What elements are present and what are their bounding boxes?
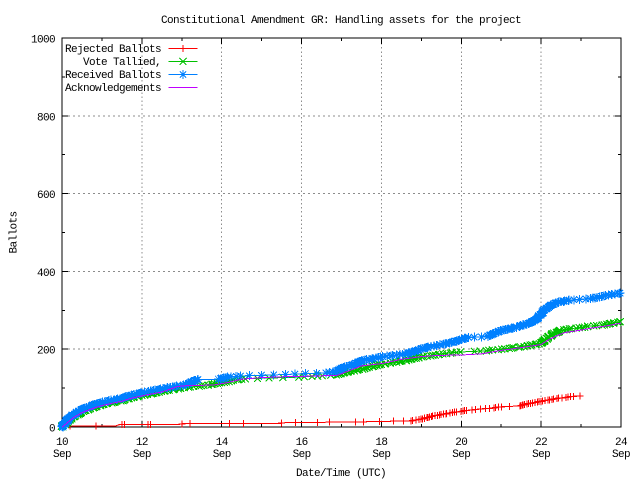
svg-text:200: 200	[37, 346, 55, 358]
svg-text:22: 22	[535, 437, 547, 449]
svg-text:Ballots: Ballots	[9, 211, 21, 253]
svg-text:600: 600	[37, 190, 55, 202]
svg-text:0: 0	[49, 424, 55, 436]
svg-text:16: 16	[296, 437, 308, 449]
svg-text:10: 10	[56, 437, 68, 449]
svg-text:Sep: Sep	[452, 449, 470, 461]
svg-text:Sep: Sep	[532, 449, 550, 461]
svg-text:400: 400	[37, 268, 55, 280]
svg-text:Sep: Sep	[293, 449, 311, 461]
svg-text:24: 24	[615, 437, 628, 449]
svg-text:18: 18	[375, 437, 387, 449]
svg-text:20: 20	[455, 437, 467, 449]
svg-text:Sep: Sep	[612, 449, 630, 461]
svg-text:Received Ballots: Received Ballots	[65, 70, 161, 82]
svg-text:Constitutional Amendment GR: H: Constitutional Amendment GR: Handling as…	[161, 15, 521, 27]
svg-text:Rejected Ballots: Rejected Ballots	[65, 44, 161, 56]
svg-text:Vote Tallied,: Vote Tallied,	[83, 57, 161, 69]
svg-text:1000: 1000	[31, 35, 55, 47]
svg-text:12: 12	[136, 437, 148, 449]
svg-text:Sep: Sep	[133, 449, 151, 461]
svg-text:800: 800	[37, 112, 55, 124]
svg-text:Date/Time (UTC): Date/Time (UTC)	[296, 468, 386, 480]
svg-text:Sep: Sep	[372, 449, 390, 461]
svg-text:Sep: Sep	[53, 449, 71, 461]
svg-text:Acknowledgements: Acknowledgements	[65, 83, 161, 95]
svg-text:14: 14	[216, 437, 229, 449]
svg-text:Sep: Sep	[213, 449, 231, 461]
